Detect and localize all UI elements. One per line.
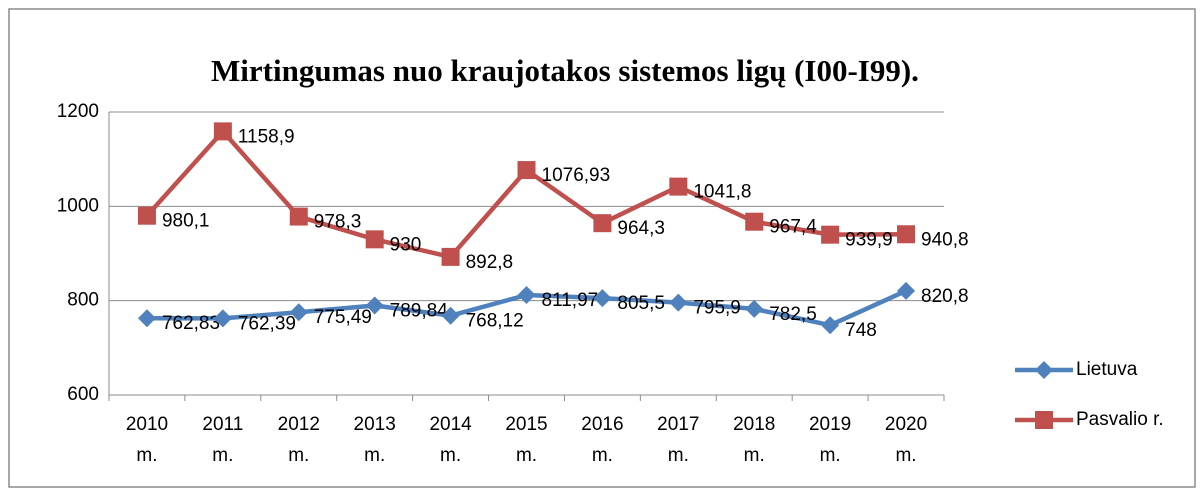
x-tick-label: 2020 m. — [885, 414, 927, 466]
chart-title: Mirtingumas nuo kraujotakos sistemos lig… — [211, 53, 919, 88]
data-point — [289, 207, 308, 226]
x-tick-label: 2018 m. — [733, 414, 775, 466]
y-tick-label: 1000 — [57, 195, 99, 216]
y-tick-label: 800 — [67, 290, 99, 311]
data-label: 980,1 — [162, 211, 210, 232]
x-tick-label: 2016 m. — [581, 414, 623, 466]
data-label: 762,39 — [238, 313, 296, 334]
x-tick-label: 2019 m. — [809, 414, 851, 466]
x-tick-label: 2014 m. — [429, 414, 472, 466]
data-point — [289, 303, 308, 322]
data-point — [669, 177, 688, 196]
data-label: 967,4 — [769, 217, 817, 238]
data-label: 964,3 — [617, 218, 665, 239]
data-label: 775,49 — [314, 307, 372, 328]
x-tick-label: 2012 m. — [278, 414, 320, 466]
legend-label: Lietuva — [1076, 359, 1138, 380]
data-point — [517, 286, 536, 305]
data-label: 930 — [390, 234, 422, 255]
data-point — [213, 309, 232, 328]
data-label: 1076,93 — [542, 165, 611, 186]
x-tick-label: 2017 m. — [657, 414, 699, 466]
x-tick-label: 2013 m. — [354, 414, 396, 466]
data-point — [669, 293, 688, 312]
data-label: 939,9 — [845, 230, 893, 251]
data-point — [745, 299, 764, 318]
data-label: 1041,8 — [693, 182, 751, 203]
data-point — [213, 122, 232, 141]
legend-label: Pasvalio r. — [1076, 409, 1164, 430]
data-label: 1158,9 — [238, 126, 295, 147]
data-label: 789,84 — [390, 300, 449, 321]
data-point — [441, 306, 460, 325]
chart-border — [8, 8, 1196, 488]
x-tick-label: 2011 m. — [202, 414, 243, 466]
data-label: 762,83 — [162, 313, 220, 334]
data-label: 782,5 — [769, 304, 817, 325]
data-point — [593, 289, 612, 308]
data-label: 940,8 — [921, 229, 969, 250]
data-label: 820,8 — [921, 286, 969, 307]
data-label: 805,5 — [617, 293, 665, 314]
data-point — [365, 296, 384, 315]
legend-marker — [1035, 411, 1053, 429]
data-point — [365, 230, 384, 249]
x-tick-label: 2010 m. — [126, 414, 168, 466]
y-tick-label: 1200 — [57, 101, 99, 122]
data-label: 978,3 — [314, 212, 362, 233]
data-point — [137, 206, 156, 225]
legend-marker — [1035, 361, 1053, 379]
data-label: 892,8 — [466, 252, 514, 273]
data-point — [821, 316, 840, 335]
data-point — [897, 281, 916, 300]
data-point — [745, 212, 764, 231]
data-label: 811,97 — [542, 290, 599, 311]
y-tick-label: 600 — [67, 384, 99, 405]
data-label: 795,9 — [693, 298, 741, 319]
data-point — [137, 309, 156, 328]
data-point — [821, 225, 840, 244]
data-point — [441, 247, 460, 266]
data-point — [517, 161, 536, 180]
data-point — [897, 225, 916, 244]
data-point — [593, 214, 612, 233]
data-label: 768,12 — [466, 311, 524, 332]
x-tick-label: 2015 m. — [505, 414, 547, 466]
data-label: 748 — [845, 320, 877, 341]
